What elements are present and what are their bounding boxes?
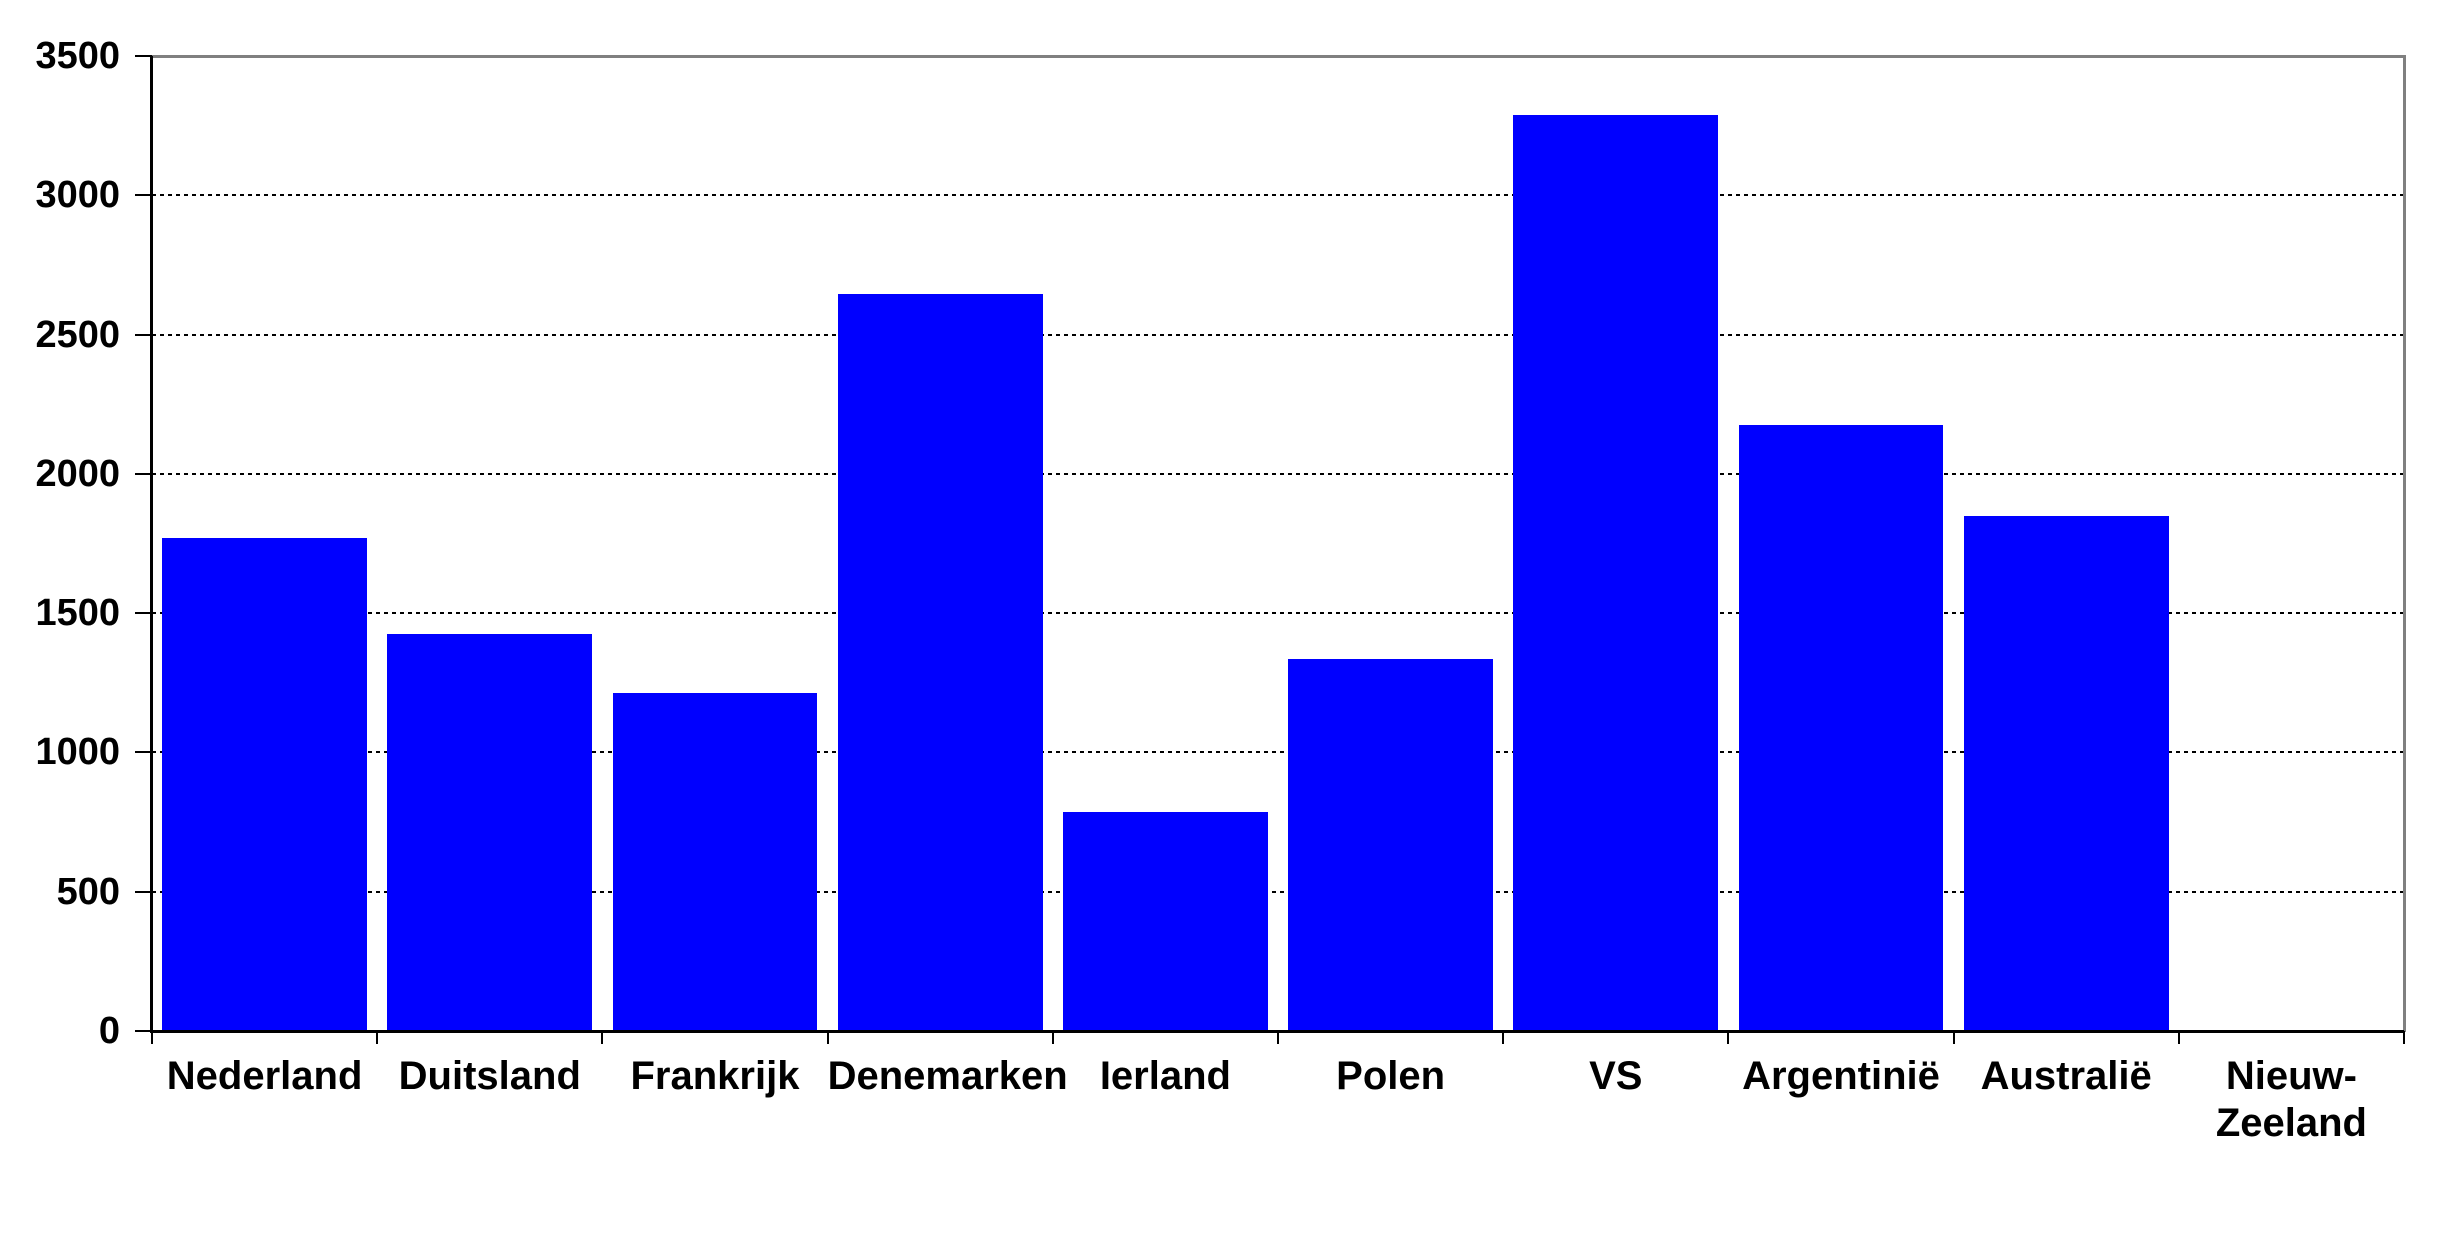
plot-border-top	[152, 55, 2404, 58]
x-tick-1	[376, 1031, 379, 1044]
bar-Polen	[1288, 659, 1494, 1031]
gridline-1000	[152, 751, 2404, 754]
bar-Nederland	[162, 537, 368, 1031]
x-axis-category-label: Argentinië	[1742, 1054, 1940, 1098]
bar-Argentinië	[1738, 425, 1944, 1031]
y-axis-tick-label: 1000	[35, 731, 120, 774]
gridline-2500	[152, 333, 2404, 336]
y-tick-1000	[135, 751, 152, 754]
x-tick-2	[601, 1031, 604, 1044]
gridline-500	[152, 890, 2404, 893]
y-axis-tick-label: 1500	[35, 592, 120, 635]
y-tick-500	[135, 890, 152, 893]
x-tick-9	[2177, 1031, 2180, 1044]
y-tick-2500	[135, 333, 152, 336]
bar-VS	[1513, 114, 1719, 1031]
y-axis-tick-label: 2500	[35, 313, 120, 356]
y-tick-3500	[135, 55, 152, 57]
plot-border-right	[2403, 55, 2406, 1032]
y-axis-tick-label: 500	[56, 870, 120, 913]
y-axis-tick-label: 0	[98, 1010, 120, 1052]
y-axis-tick-label: 2000	[35, 452, 120, 495]
gridline-1500	[152, 612, 2404, 615]
x-axis-category-label: Australië	[1980, 1054, 2152, 1098]
x-tick-4	[1051, 1031, 1054, 1044]
x-axis-category-label: Denemarken	[827, 1054, 1068, 1098]
x-axis-category-label: Ierland	[1099, 1054, 1231, 1098]
x-tick-6	[1502, 1031, 1505, 1044]
bar-Frankrijk	[612, 692, 818, 1031]
x-axis-category-label: Duitsland	[398, 1054, 581, 1098]
x-axis-category-label: Nieuw- Zeeland	[2215, 1054, 2367, 1145]
bar-Duitsland	[387, 634, 593, 1031]
gridline-2000	[152, 472, 2404, 475]
gridline-3000	[152, 194, 2404, 197]
y-axis-line	[150, 56, 153, 1031]
bar-Ierland	[1062, 812, 1268, 1031]
x-axis-category-label: VS	[1589, 1054, 1643, 1098]
y-tick-1500	[135, 612, 152, 615]
y-axis-tick-label: 3000	[35, 174, 120, 217]
x-tick-10	[2403, 1031, 2405, 1044]
y-tick-3000	[135, 194, 152, 197]
x-tick-0	[151, 1031, 153, 1044]
y-tick-0	[135, 1030, 152, 1032]
y-tick-2000	[135, 472, 152, 475]
bar-Denemarken	[837, 294, 1043, 1031]
x-tick-7	[1727, 1031, 1730, 1044]
x-axis-category-label: Frankrijk	[630, 1054, 800, 1098]
x-tick-5	[1277, 1031, 1279, 1044]
bar-Australië	[1963, 515, 2169, 1031]
x-tick-3	[826, 1031, 829, 1044]
y-axis-tick-label: 3500	[35, 35, 120, 77]
x-axis-category-label: Nederland	[166, 1054, 363, 1098]
x-axis-category-label: Polen	[1336, 1054, 1446, 1098]
x-tick-8	[1952, 1031, 1955, 1044]
